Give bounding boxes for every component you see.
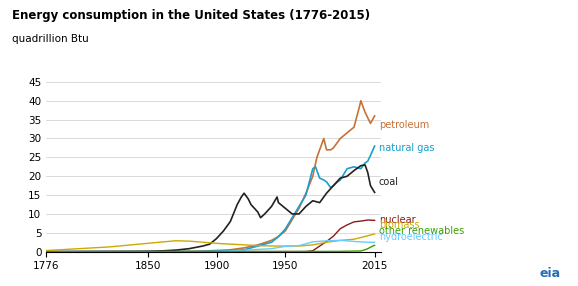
Text: biomass: biomass xyxy=(379,220,420,230)
Text: hydroelectric: hydroelectric xyxy=(379,232,443,242)
Text: eia: eia xyxy=(539,267,561,280)
Text: petroleum: petroleum xyxy=(379,120,429,130)
Text: nuclear: nuclear xyxy=(379,214,416,225)
Text: other renewables: other renewables xyxy=(379,226,464,236)
Text: coal: coal xyxy=(379,177,399,187)
Text: natural gas: natural gas xyxy=(379,143,435,153)
Text: Energy consumption in the United States (1776-2015): Energy consumption in the United States … xyxy=(12,9,370,21)
Text: quadrillion Btu: quadrillion Btu xyxy=(12,34,88,44)
